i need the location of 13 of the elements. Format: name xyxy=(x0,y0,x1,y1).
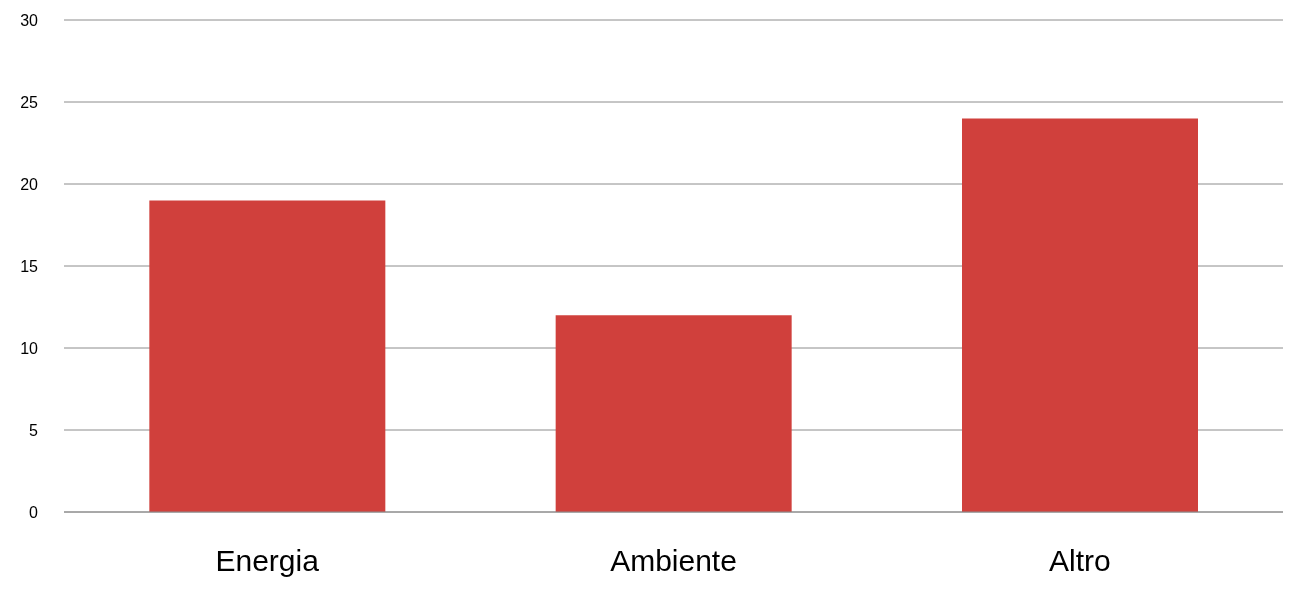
y-tick-label: 10 xyxy=(20,339,39,357)
x-tick-label: Altro xyxy=(1048,544,1111,578)
bar xyxy=(149,200,386,512)
y-tick-label: 20 xyxy=(20,175,39,193)
y-tick-label: 5 xyxy=(29,421,39,439)
y-tick-label: 0 xyxy=(29,503,39,521)
bar xyxy=(555,315,792,512)
x-tick-label: Ambiente xyxy=(610,544,737,578)
bar xyxy=(962,118,1198,512)
x-tick-label: Energia xyxy=(215,544,320,578)
y-tick-label: 25 xyxy=(20,93,39,111)
y-tick-label: 30 xyxy=(20,11,39,29)
y-tick-label: 15 xyxy=(20,257,39,275)
